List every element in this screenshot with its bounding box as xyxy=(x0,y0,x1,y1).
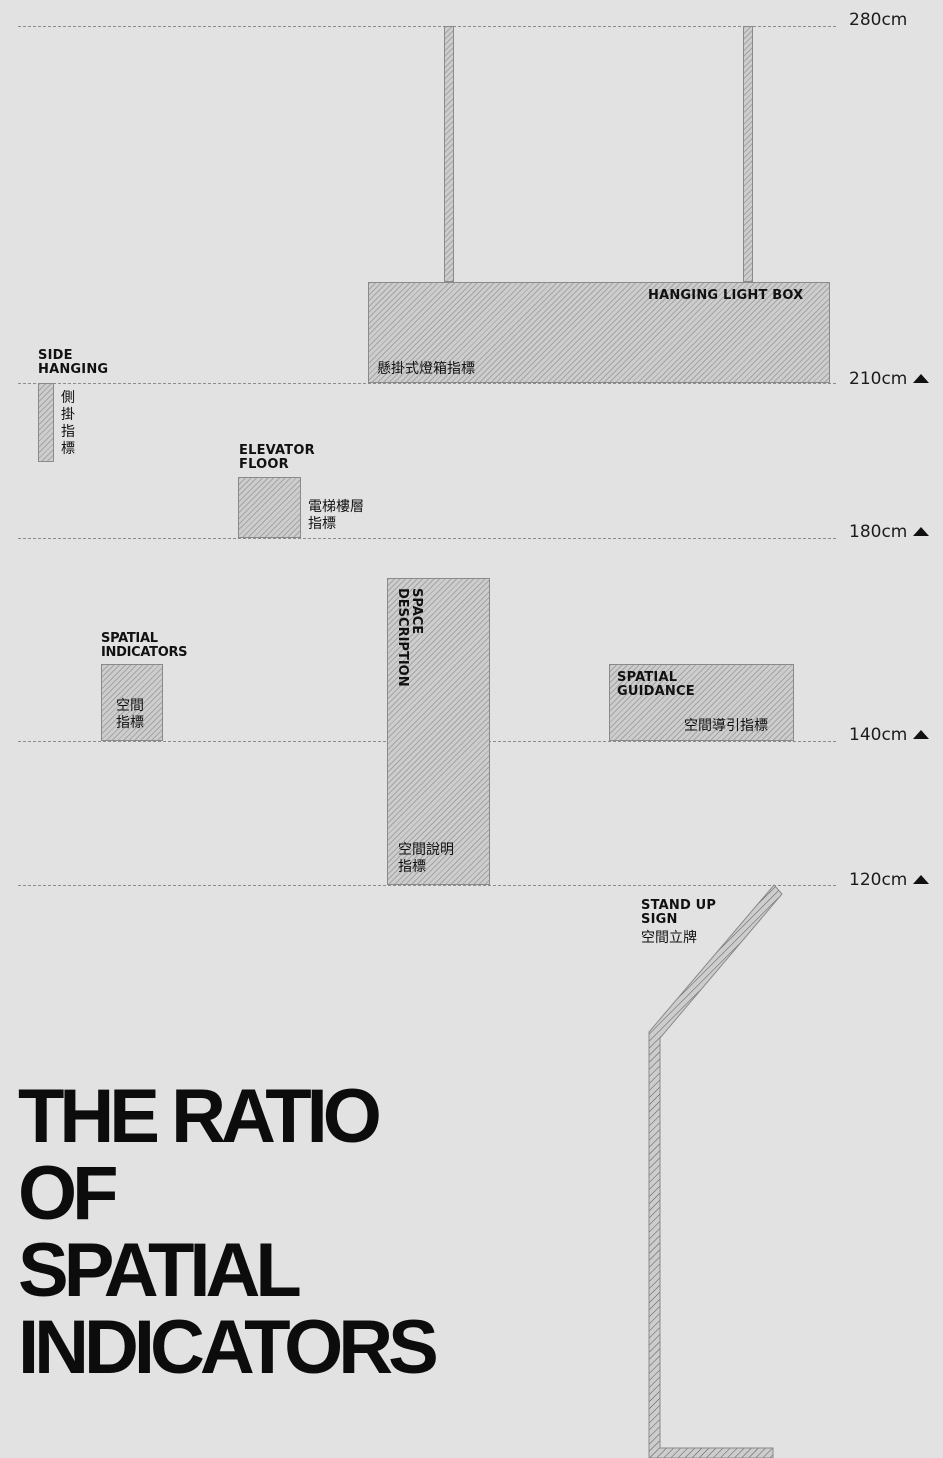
triangle-marker-icon xyxy=(913,527,930,536)
elevator-floor-zh: 電梯樓層 指標 xyxy=(308,499,364,532)
hanging-rod-right xyxy=(743,26,753,282)
guide-line-120 xyxy=(18,885,836,886)
hanging-light-box-zh: 懸掛式燈箱指標 xyxy=(377,361,475,377)
triangle-marker-icon xyxy=(913,374,930,383)
side-hanging-zh: 側 掛 指 標 xyxy=(61,390,75,457)
hanging-light-box xyxy=(368,282,830,383)
spatial-indicators-zh: 空間 指標 xyxy=(116,698,144,731)
height-label-280: 280cm xyxy=(849,10,908,30)
height-label-120: 120cm xyxy=(849,870,930,890)
triangle-marker-icon xyxy=(913,875,930,884)
height-label-210: 210cm xyxy=(849,369,930,389)
elevator-floor-sign xyxy=(238,477,301,538)
spatial-guidance-label: SPATIAL GUIDANCE xyxy=(617,670,695,699)
guide-line-210 xyxy=(18,383,836,384)
elevator-floor-label: ELEVATOR FLOOR xyxy=(239,443,315,472)
guide-line-280 xyxy=(18,26,836,27)
hanging-rod-left xyxy=(444,26,454,282)
guide-line-180 xyxy=(18,538,836,539)
space-description-sign xyxy=(387,578,490,885)
spatial-guidance-sign xyxy=(609,664,794,741)
triangle-marker-icon xyxy=(913,730,930,739)
height-label-140: 140cm xyxy=(849,725,930,745)
side-hanging-sign xyxy=(38,383,54,462)
page-title: THE RATIO OF SPATIAL INDICATORS xyxy=(18,1074,439,1390)
spatial-indicators-sign xyxy=(101,664,163,741)
side-hanging-label: SIDE HANGING xyxy=(38,348,109,377)
height-label-180: 180cm xyxy=(849,522,930,542)
spatial-indicators-label: SPATIAL INDICATORS xyxy=(101,631,188,660)
stand-up-sign-label: STAND UP SIGN xyxy=(641,898,717,927)
hanging-light-box-label: HANGING LIGHT BOX xyxy=(648,288,804,303)
space-description-zh: 空間說明 指標 xyxy=(398,842,454,875)
stand-up-sign-zh: 空間立牌 xyxy=(641,930,697,946)
spatial-guidance-zh: 空間導引指標 xyxy=(684,718,768,734)
